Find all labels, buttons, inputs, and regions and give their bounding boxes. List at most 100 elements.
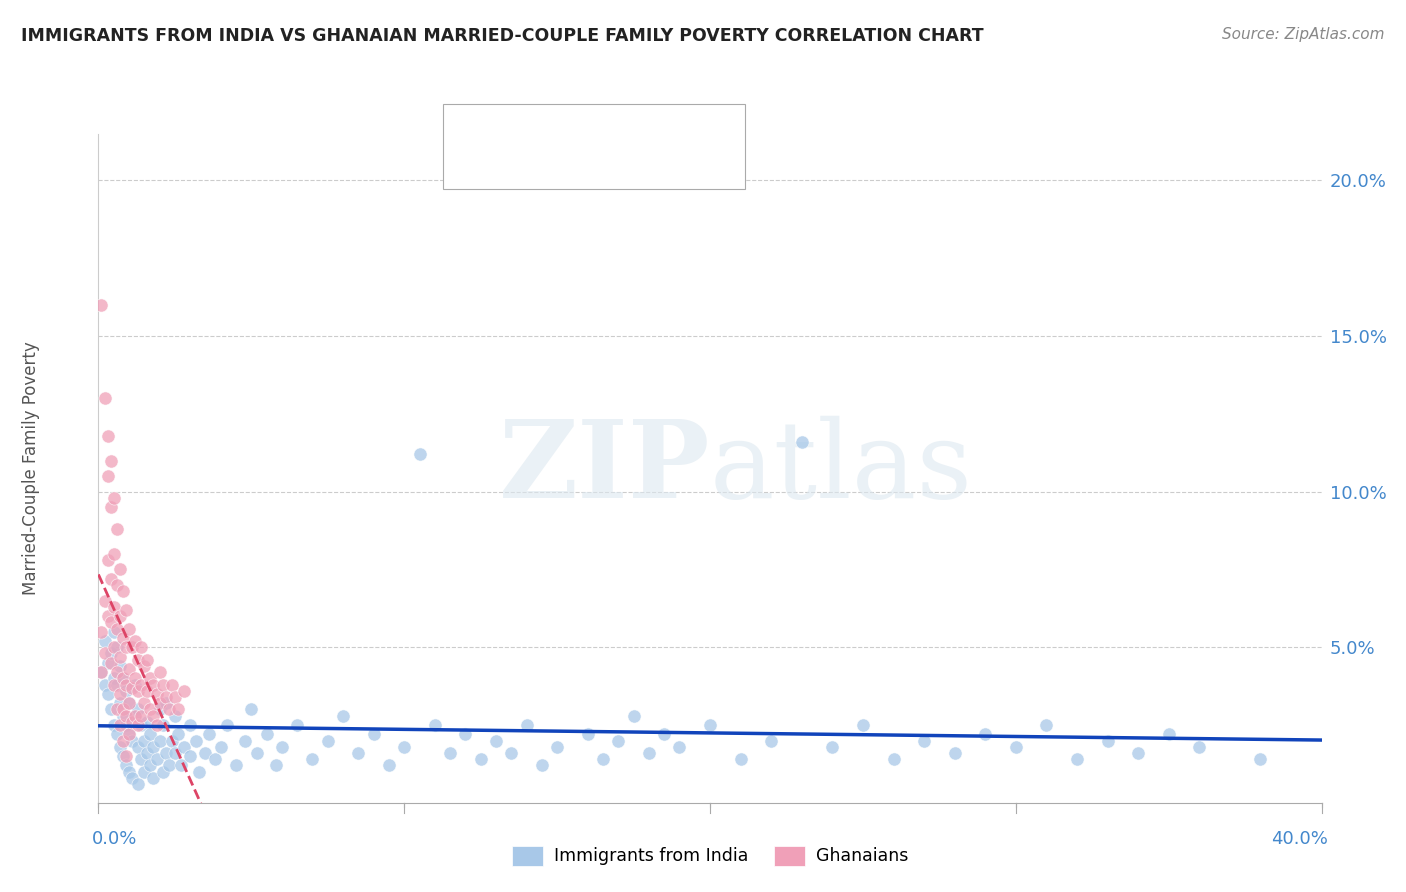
Point [439,746,461,760]
Point [423,718,446,732]
Point [408,447,430,461]
Point [163,708,186,723]
Point [145,687,167,701]
Point [1128,746,1150,760]
Point [240,702,263,716]
Point [136,653,159,667]
Point [129,708,152,723]
Point [108,687,131,701]
Point [97,687,120,701]
Text: Married-Couple Family Poverty: Married-Couple Family Poverty [22,342,41,595]
Point [652,727,675,741]
Point [759,733,782,747]
Point [285,718,308,732]
Point [111,671,134,685]
Point [699,718,721,732]
Point [90,665,112,679]
Point [100,647,122,661]
Point [155,746,177,760]
Point [124,708,146,723]
Point [100,453,122,467]
Point [821,739,844,754]
Point [142,739,165,754]
Point [155,696,177,710]
Point [105,578,128,592]
Point [115,758,138,772]
Point [105,727,128,741]
Point [332,708,354,723]
Point [103,624,125,639]
Point [194,746,217,760]
Point [121,771,143,785]
Point [100,702,122,716]
Point [546,739,568,754]
Point [90,298,112,312]
Text: 111: 111 [664,120,700,138]
Point [301,752,323,766]
Point [204,752,226,766]
Point [108,739,131,754]
Point [167,702,190,716]
Point [188,764,211,779]
Point [121,681,143,695]
Legend: Immigrants from India, Ghanaians: Immigrants from India, Ghanaians [503,837,917,874]
Point [90,665,112,679]
Text: R =: R = [496,157,529,175]
Point [100,500,122,515]
Point [139,671,162,685]
Point [363,727,385,741]
Point [160,733,183,747]
Point [108,649,131,664]
Point [136,714,159,729]
Point [378,758,401,772]
Point [93,593,115,607]
Point [105,665,128,679]
Text: 0.0%: 0.0% [93,830,138,847]
Point [97,609,120,624]
Point [668,739,690,754]
Point [134,733,156,747]
Point [136,683,159,698]
Point [97,656,120,670]
Point [454,727,477,741]
Point [108,718,131,732]
Point [129,718,152,732]
Point [103,671,125,685]
Point [127,653,149,667]
Point [152,677,174,691]
Point [118,727,141,741]
Point [186,733,208,747]
Point [139,758,162,772]
Point [637,746,661,760]
Point [852,718,875,732]
Point [129,752,152,766]
Point [105,702,128,716]
Point [127,702,149,716]
Text: R =: R = [496,120,529,138]
FancyBboxPatch shape [453,117,488,142]
Point [1157,727,1180,741]
Point [142,708,165,723]
Point [316,733,339,747]
Point [264,758,287,772]
Point [179,718,201,732]
Point [730,752,752,766]
Point [93,677,115,691]
Point [1188,739,1211,754]
Point [943,746,966,760]
Text: -0.039: -0.039 [540,157,603,175]
FancyBboxPatch shape [453,153,488,178]
Point [501,746,523,760]
Point [197,727,219,741]
Point [912,733,935,747]
Point [163,690,186,704]
Point [97,428,120,442]
Point [270,739,292,754]
Point [111,733,134,747]
Point [485,733,508,747]
Point [111,702,134,716]
Point [124,708,146,723]
Point [118,696,141,710]
Point [209,739,232,754]
Point [1066,752,1088,766]
